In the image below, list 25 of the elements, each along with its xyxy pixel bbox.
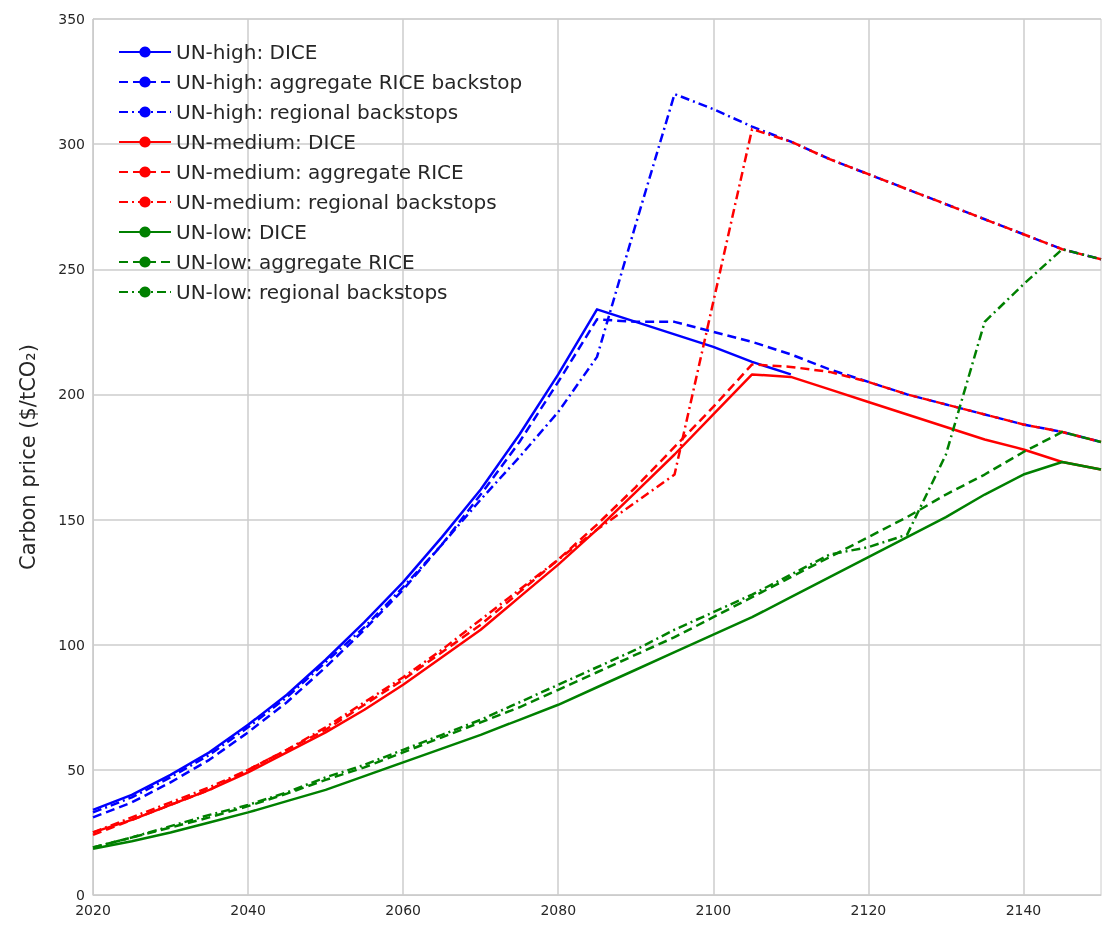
- legend-label: UN-low: DICE: [176, 220, 307, 244]
- legend-label: UN-low: regional backstops: [176, 280, 448, 304]
- y-tick-label: 50: [67, 761, 85, 778]
- y-tick-label: 250: [58, 261, 85, 278]
- legend-label: UN-medium: DICE: [176, 130, 357, 154]
- legend-label: UN-medium: aggregate RICE: [176, 160, 464, 184]
- legend-label: UN-high: regional backstops: [176, 100, 459, 124]
- x-tick-label: 2080: [540, 902, 577, 918]
- legend-label: UN-medium: regional backstops: [176, 190, 497, 214]
- legend-label: UN-high: DICE: [176, 40, 318, 64]
- y-tick-label: 0: [76, 887, 85, 903]
- x-tick-label: 2020: [75, 902, 111, 918]
- x-tick-label: 2060: [385, 902, 421, 918]
- x-tick-label: 2120: [850, 902, 887, 918]
- x-tick-label: 2100: [695, 902, 732, 918]
- y-tick-label: 200: [58, 386, 85, 403]
- y-tick-label: 150: [58, 511, 85, 528]
- y-axis-title: Carbon price ($/tCO₂): [15, 344, 40, 570]
- legend-label: UN-high: aggregate RICE backstop: [176, 70, 523, 94]
- y-tick-label: 300: [58, 136, 85, 153]
- legend-label: UN-low: aggregate RICE: [176, 250, 415, 274]
- x-tick-label: 2140: [1005, 902, 1042, 918]
- x-tick-label: 2040: [230, 902, 266, 918]
- y-tick-label: 350: [58, 11, 85, 27]
- y-tick-label: 100: [58, 636, 85, 653]
